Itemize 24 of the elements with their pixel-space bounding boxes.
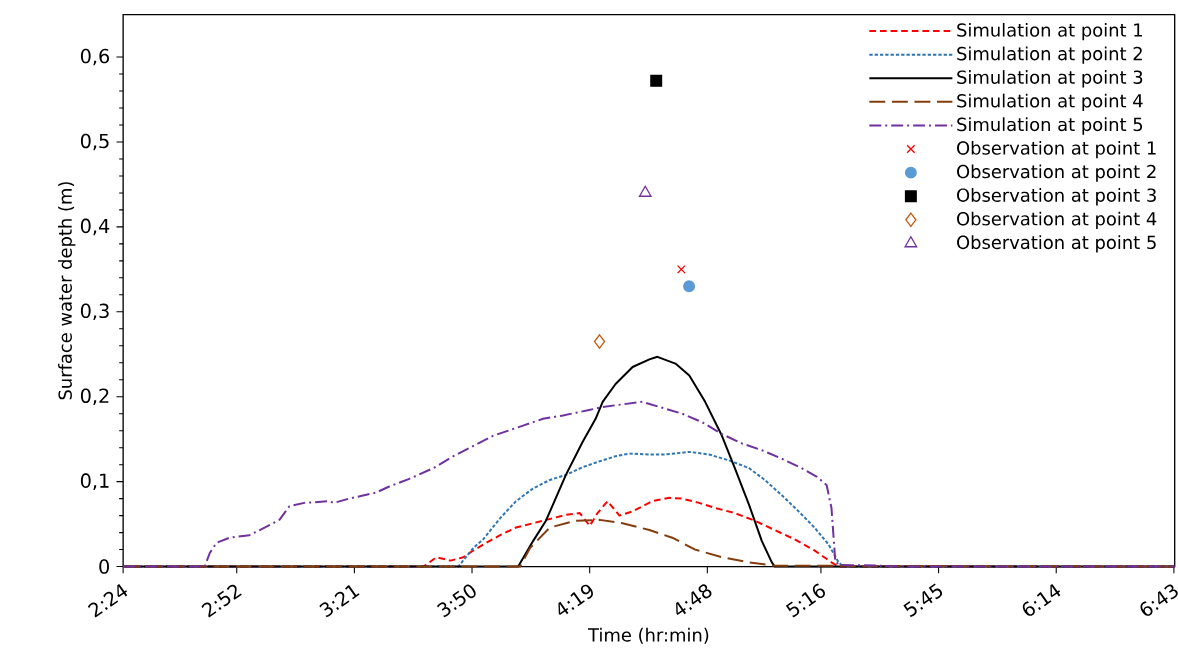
legend-label: Observation at point 1: [957, 141, 1156, 159]
x-tick-label: 6:43: [1140, 584, 1178, 616]
y-tick-label: 0,6: [80, 48, 110, 66]
legend-label: Simulation at point 1: [957, 23, 1142, 41]
y-tick-label: 0,3: [80, 303, 109, 321]
legend-label: Observation at point 2: [957, 164, 1156, 182]
x-tick-label: 4:19: [558, 584, 593, 616]
x-tick-label: 4:48: [676, 584, 712, 616]
x-tick-label: 3:21: [319, 585, 360, 618]
y-tick-label: 0,4: [80, 218, 110, 236]
x-axis-title: Time (hr:min): [587, 627, 709, 644]
x-tick-label: 6:14: [1022, 584, 1061, 616]
legend-label: Observation at point 5: [957, 235, 1156, 253]
legend-label: Simulation at point 2: [957, 46, 1142, 64]
legend-label: Observation at point 4: [957, 211, 1157, 230]
y-tick-label: 0,5: [80, 133, 109, 151]
legend-label: Simulation at point 4: [957, 93, 1143, 112]
y-tick-label: 0,1: [80, 473, 109, 491]
y-tick-label: 0: [99, 559, 109, 574]
legend-label: Simulation at point 3: [957, 70, 1143, 88]
y-axis-title: Surface water depth (m): [58, 182, 76, 400]
legend-label: Observation at point 3: [957, 188, 1156, 206]
y-tick-label: 0,2: [80, 388, 109, 406]
legend-label: Simulation at point 5: [957, 117, 1143, 135]
